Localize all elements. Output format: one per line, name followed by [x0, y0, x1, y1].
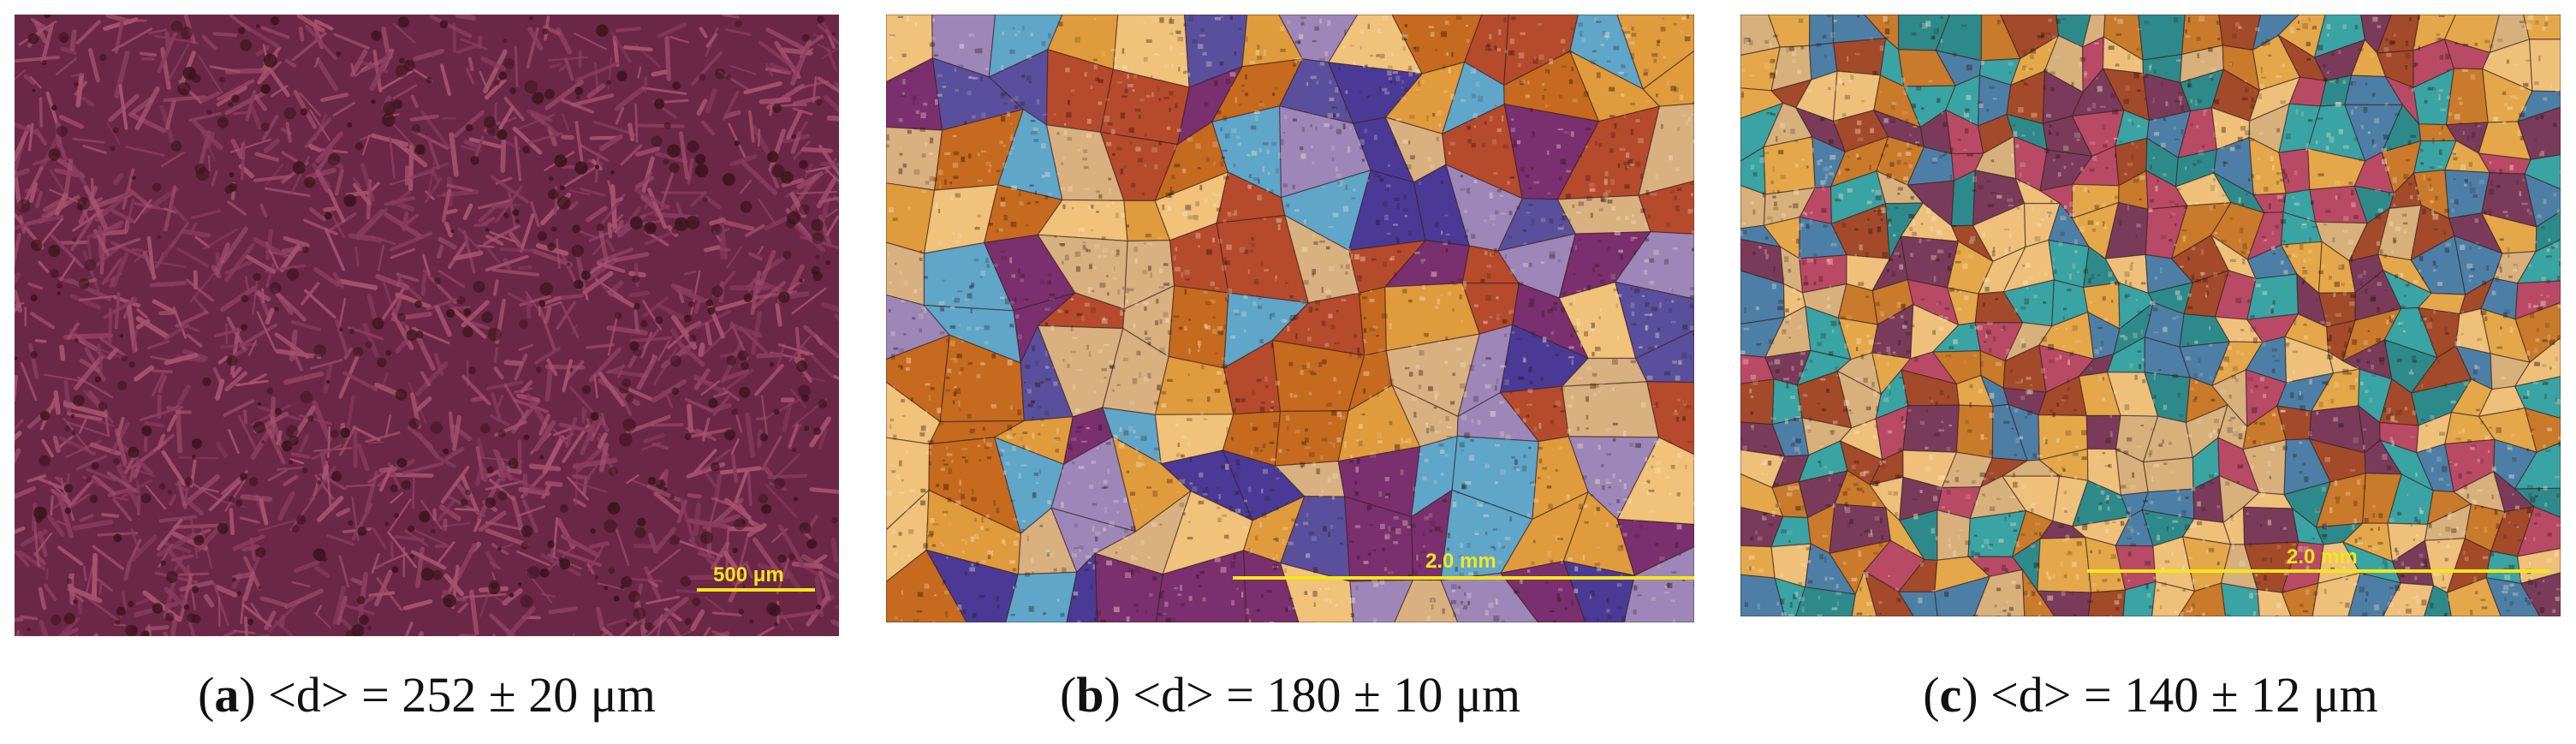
scale-bar-a-label: 500 μm: [713, 563, 784, 586]
caption-c: (c) <d> = 140 ± 12 μm: [1923, 667, 2378, 723]
micrograph-b-image: [886, 15, 1694, 622]
caption-c-pm: ±: [2210, 667, 2239, 723]
caption-b-quantity: <d> =: [1133, 667, 1267, 723]
scale-bar-b-line: [1233, 576, 1694, 580]
caption-c-value: 140: [2124, 667, 2199, 723]
caption-a-error: 20: [528, 667, 579, 723]
micrograph-b: [886, 15, 1694, 622]
scale-bar-b-label: 2.0 mm: [1425, 550, 1496, 573]
scale-bar-c-line: [2087, 569, 2549, 573]
caption-b-error: 10: [1393, 667, 1443, 723]
caption-b: (b) <d> = 180 ± 10 μm: [1059, 667, 1521, 723]
micrograph-c: [1740, 15, 2561, 616]
caption-c-letter: c: [1939, 667, 1962, 723]
caption-a-pm: ±: [488, 667, 516, 723]
caption-a-value: 252: [402, 667, 477, 723]
caption-b-pm: ±: [1353, 667, 1381, 723]
caption-a-unit: μm: [590, 667, 656, 723]
scale-bar-c-label: 2.0 mm: [2287, 545, 2358, 568]
micrograph-c-image: [1740, 15, 2561, 616]
caption-a: (a) <d> = 252 ± 20 μm: [198, 667, 656, 723]
caption-b-value: 180: [1266, 667, 1342, 723]
caption-c-unit: μm: [2312, 667, 2378, 723]
caption-c-quantity: <d> =: [1990, 667, 2125, 723]
micrograph-a: [15, 15, 839, 636]
scale-bar-a-line: [697, 588, 815, 592]
caption-a-letter: a: [214, 667, 240, 723]
micrograph-a-image: [15, 15, 839, 636]
caption-b-letter: b: [1076, 667, 1104, 723]
caption-b-unit: μm: [1455, 667, 1521, 723]
caption-a-quantity: <d> =: [268, 667, 402, 723]
caption-c-error: 12: [2251, 667, 2301, 723]
